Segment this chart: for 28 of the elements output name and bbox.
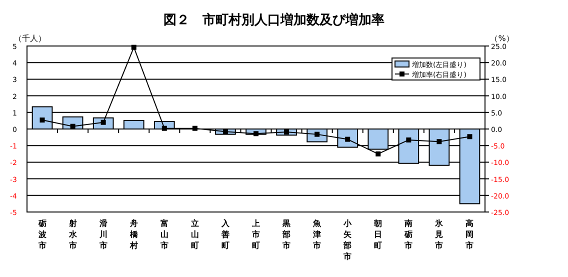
chart-title: 図２ 市町村別人口増加数及び増加率 bbox=[164, 12, 384, 28]
x-tick-label: 黒部市 bbox=[282, 219, 292, 250]
point bbox=[131, 44, 136, 50]
point bbox=[467, 134, 472, 140]
x-tick-label: 高岡市 bbox=[464, 218, 474, 250]
point bbox=[254, 131, 258, 136]
x-tick-label: 舟橋村 bbox=[128, 218, 139, 250]
y2-axis-title: （%） bbox=[490, 34, 514, 43]
y-axis-title: （千人） bbox=[14, 34, 46, 43]
x-tick-label: 射水市 bbox=[68, 219, 78, 250]
x-tick-label: 富山市 bbox=[159, 218, 168, 250]
x-tick-label: 滑川市 bbox=[98, 219, 108, 250]
point bbox=[436, 139, 442, 144]
x-tick-label: 朝日町 bbox=[373, 219, 382, 250]
x-tick-label: 入善町 bbox=[220, 219, 230, 250]
bar bbox=[123, 120, 144, 130]
x-tick-label: 砺波市 bbox=[37, 219, 48, 250]
x-tick-label: 魚津市 bbox=[312, 219, 322, 250]
point bbox=[222, 129, 228, 134]
point bbox=[40, 118, 45, 123]
point bbox=[70, 124, 76, 129]
point bbox=[406, 137, 412, 142]
point bbox=[376, 151, 381, 156]
x-tick-label: 氷見市 bbox=[434, 219, 444, 250]
x-tick-label: 南砺市 bbox=[404, 219, 413, 250]
x-tick-label: 小矢部市 bbox=[342, 219, 353, 261]
x-tick-label: 上市町 bbox=[251, 219, 260, 250]
x-tick-label: 立山町 bbox=[190, 218, 199, 250]
